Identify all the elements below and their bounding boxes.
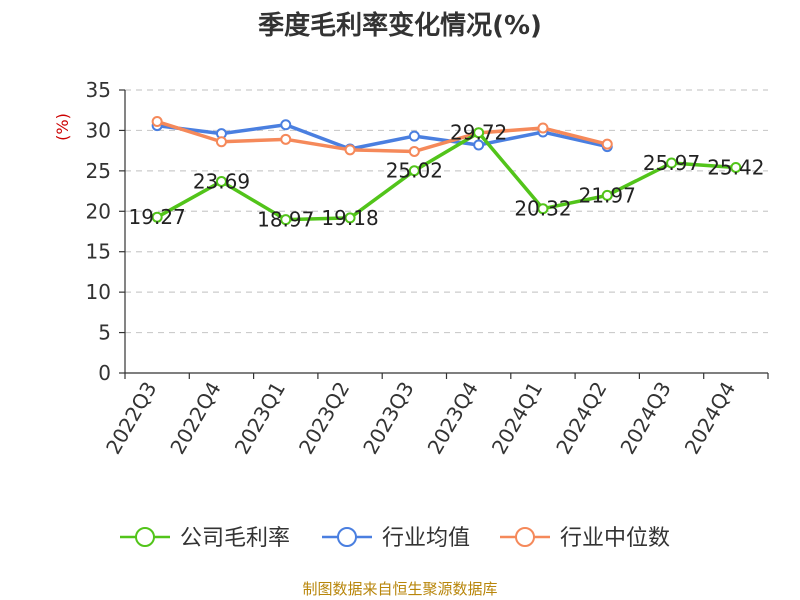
gridlines [125,89,768,334]
x-tick-label: 2022Q3 [101,378,161,459]
legend-label: 行业中位数 [560,526,670,551]
data-point [280,133,292,145]
x-tick-label: 2023Q1 [230,378,290,459]
data-point [408,130,420,142]
data-point [151,211,163,223]
data-label: 25.42 [707,155,764,179]
y-tick-label: 10 [86,280,111,304]
y-tick-label: 15 [86,240,111,264]
y-axis-label: (%) [53,113,72,141]
data-label: 20.32 [514,197,571,221]
data-point [537,122,549,134]
x-tick-label: 2024Q2 [551,378,611,459]
x-tick-label: 2023Q4 [423,378,483,459]
legend-marker [135,527,155,547]
data-point [666,157,678,169]
x-tick-label: 2024Q1 [487,378,547,459]
data-point [280,119,292,131]
data-point [408,165,420,177]
data-point [601,189,613,201]
data-label: 25.02 [386,159,443,183]
series-lines [151,116,742,226]
chart-title: 季度毛利率变化情况(%) [258,10,542,41]
series-line [156,119,608,154]
data-label: 18.97 [257,208,314,232]
data-point [344,212,356,224]
x-tick-label: 2022Q4 [165,378,225,459]
data-label: 25.97 [643,151,700,175]
y-tick-label: 35 [86,78,111,102]
y-tick-label: 25 [86,159,111,183]
data-labels: 19.27 23.69 18.97 19.18 25.02 29.72 20.32 21.97… [129,121,765,232]
legend-label: 公司毛利率 [180,526,290,551]
legend-label: 行业均值 [382,526,470,551]
y-tick-label: 0 [98,361,111,385]
data-label: 21.97 [579,183,636,207]
y-tick-label: 20 [86,199,111,223]
data-label: 23.69 [193,169,250,193]
legend-marker [337,527,357,547]
data-point [537,203,549,215]
data-point [344,144,356,156]
data-point [473,127,485,139]
x-tick-label: 2024Q3 [615,378,675,459]
legend: 公司毛利率 行业均值 行业中位数 [120,526,670,551]
data-point [151,116,163,128]
data-point [730,161,742,173]
data-point [215,136,227,148]
data-point [408,145,420,157]
x-tick-label: 2023Q3 [358,378,418,459]
data-point [215,175,227,187]
data-point [473,139,485,151]
x-tick-label: 2024Q4 [680,378,740,459]
series-line [156,123,608,151]
y-tick-label: 30 [86,118,111,142]
legend-marker [515,527,535,547]
data-point [280,214,292,226]
series-line [156,130,736,222]
data-point [601,138,613,150]
x-tick-label: 2023Q2 [294,378,354,459]
source-note: 制图数据来自恒生聚源数据库 [302,580,497,598]
data-label: 19.18 [321,206,378,230]
data-label: 29.72 [450,121,507,145]
data-label: 19.27 [129,205,186,229]
y-tick-label: 5 [98,321,111,345]
